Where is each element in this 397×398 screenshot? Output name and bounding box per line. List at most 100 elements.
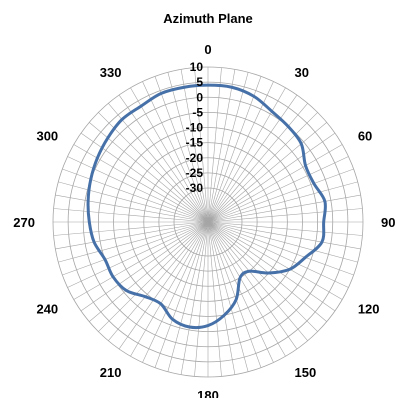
grid-rings	[52, 66, 364, 378]
grid-spoke	[207, 122, 327, 223]
grid-spoke	[53, 221, 209, 236]
angle-tick-labels: 0 30 60 90 120 150 180 210 240 270 300 330	[13, 42, 395, 398]
grid-spoke	[207, 181, 358, 223]
grid-ring	[143, 157, 273, 287]
grid-ring	[67, 81, 349, 363]
angle-tick-label: 120	[358, 302, 380, 317]
grid-spoke	[118, 94, 209, 223]
grid-spoke	[207, 168, 354, 223]
grid-spoke	[98, 112, 209, 223]
grid-spoke	[167, 72, 209, 223]
angle-tick-label: 330	[100, 65, 122, 80]
radial-tick-label: -10	[186, 121, 204, 135]
grid-ring	[52, 66, 364, 378]
grid-spoke	[55, 194, 209, 223]
grid-spoke	[207, 112, 318, 223]
grid-spoke	[207, 221, 363, 236]
grid-spoke	[207, 72, 249, 223]
grid-spoke	[73, 221, 209, 300]
grid-spoke	[207, 67, 222, 223]
grid-spoke	[67, 221, 209, 288]
grid-spoke	[154, 221, 209, 368]
radial-tick-label: 5	[196, 75, 203, 89]
grid-spoke	[167, 221, 209, 372]
grid-spoke	[207, 221, 349, 288]
grid-spoke	[130, 87, 209, 223]
grid-spoke	[55, 221, 209, 250]
radial-tick-label: 0	[196, 90, 203, 104]
grid-spoke	[207, 221, 249, 372]
grid-spoke	[58, 221, 209, 263]
grid-spoke	[207, 76, 262, 223]
grid-spoke	[207, 94, 298, 223]
grid-spoke	[207, 208, 363, 223]
grid-spoke	[180, 221, 209, 375]
radial-tick-label: -30	[186, 181, 204, 195]
grid-spoke	[194, 221, 209, 377]
grid-ring	[158, 172, 258, 272]
grid-spoke	[207, 194, 361, 223]
grid-spoke	[207, 69, 236, 223]
radial-tick-label: -5	[192, 105, 203, 119]
grid-spoke	[207, 221, 222, 377]
grid-spoke	[62, 221, 209, 276]
angle-tick-label: 60	[358, 129, 372, 144]
grid-spoke	[207, 221, 343, 300]
grid-spoke	[194, 67, 209, 223]
angle-tick-label: 30	[295, 65, 309, 80]
grid-ring	[173, 187, 243, 257]
grid-spoke	[154, 76, 209, 223]
radial-tick-label: -25	[186, 166, 204, 180]
grid-spoke	[180, 69, 209, 223]
angle-tick-label: 300	[36, 129, 58, 144]
grid-spoke	[207, 156, 349, 223]
radial-tick-label: 10	[190, 60, 204, 74]
grid-spoke	[207, 144, 343, 223]
radial-tick-label: -15	[186, 136, 204, 150]
grid-spoke	[118, 221, 209, 350]
angle-tick-label: 90	[381, 215, 395, 230]
grid-spoke	[89, 221, 209, 322]
grid-spoke	[108, 103, 209, 223]
grid-spokes	[53, 67, 363, 377]
radial-tick-label: -20	[186, 151, 204, 165]
grid-spoke	[108, 221, 209, 341]
grid-spoke	[98, 221, 209, 332]
grid-spoke	[207, 221, 336, 312]
grid-spoke	[89, 122, 209, 223]
series-line	[86, 83, 327, 330]
grid-spoke	[130, 221, 209, 357]
grid-spoke	[207, 103, 308, 223]
grid-ring	[113, 127, 303, 317]
grid-spoke	[62, 168, 209, 223]
grid-spoke	[207, 221, 262, 368]
grid-spoke	[207, 132, 336, 223]
angle-tick-label: 180	[197, 388, 219, 398]
angle-tick-label: 240	[36, 302, 58, 317]
grid-spoke	[58, 181, 209, 223]
grid-spoke	[207, 221, 286, 357]
grid-spoke	[53, 208, 209, 223]
grid-ring	[82, 96, 334, 348]
grid-ring	[97, 111, 319, 333]
grid-spoke	[207, 221, 358, 263]
grid-spoke	[207, 221, 274, 363]
grid-spoke	[207, 221, 236, 375]
grid-ring	[128, 142, 288, 302]
grid-spoke	[207, 221, 318, 332]
angle-tick-label: 210	[100, 365, 122, 380]
grid-spoke	[207, 221, 354, 276]
grid-spoke	[207, 221, 308, 341]
series-layer	[86, 83, 327, 330]
chart-title: Azimuth Plane	[163, 11, 253, 26]
angle-tick-label: 0	[204, 42, 211, 57]
grid-spoke	[67, 156, 209, 223]
angle-tick-label: 150	[295, 365, 317, 380]
angle-tick-label: 270	[13, 215, 35, 230]
grid-spoke	[142, 221, 209, 363]
grid-spoke	[142, 81, 209, 223]
grid-spoke	[207, 221, 361, 250]
grid-spoke	[80, 221, 209, 312]
